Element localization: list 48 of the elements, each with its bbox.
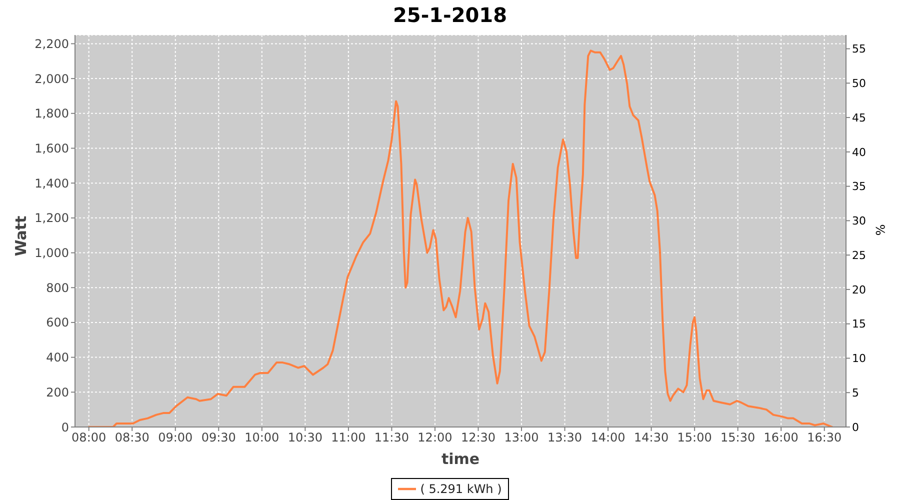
y-tick-label: 800 [46,280,69,295]
y2-tick-label: 15 [852,318,866,331]
y2-tick-label: 30 [852,214,866,228]
x-tick-label: 15:30 [720,430,756,445]
y2-tick-label: 5 [852,386,859,400]
y2-tick-label: 55 [852,42,866,56]
y2-tick-label: 45 [852,111,866,124]
y-tick-label: 1,600 [34,142,69,156]
y2-tick-label: 40 [852,146,866,159]
x-tick-label: 11:00 [331,430,366,445]
x-axis-title: time [440,450,481,468]
y2-tick-label: 0 [852,420,859,434]
chart-title: 25-1-2018 [392,2,508,28]
y2-axis-title: % [873,224,887,236]
y-tick-label: 1,000 [34,246,69,260]
x-tick-label: 09:00 [158,430,193,445]
x-tick-label: 08:00 [72,430,106,445]
y-tick-label: 400 [46,350,69,365]
x-tick-label: 08:30 [114,430,150,445]
x-tick-label: 12:30 [460,430,496,445]
y-tick-label: 1,400 [34,176,69,190]
y2-tick-label: 50 [852,77,866,90]
x-tick-label: 16:00 [764,430,798,445]
x-tick-label: 16:30 [807,430,842,445]
y-tick-label: 600 [46,316,69,330]
x-tick-label: 13:30 [547,430,582,445]
line-series [88,50,834,427]
x-tick-label: 15:00 [677,430,712,445]
y2-tick-label: 25 [852,248,866,262]
y-tick-label: 1,200 [34,211,69,226]
x-tick-label: 14:30 [634,430,669,445]
x-tick-label: 10:00 [244,430,280,445]
x-tick-label: 14:00 [590,430,626,445]
legend-label: ( 5.291 kWh ) [420,482,502,496]
x-tick-label: 10:30 [288,430,322,445]
y-tick-label: 200 [46,385,69,400]
y2-tick-label: 10 [852,352,866,366]
y2-tick-label: 35 [852,180,866,194]
y-tick-label: 0 [61,420,69,434]
x-tick-label: 13:00 [504,430,539,445]
y2-tick-label: 20 [852,283,866,296]
y-tick-label: 2,200 [34,36,69,51]
y-tick-label: 2,000 [34,72,69,86]
x-tick-label: 12:00 [418,430,452,445]
y-tick-label: 1,800 [34,106,69,121]
y-axis-title: Watt [12,216,30,256]
x-tick-label: 11:30 [374,430,410,445]
x-tick-label: 09:30 [201,430,236,445]
